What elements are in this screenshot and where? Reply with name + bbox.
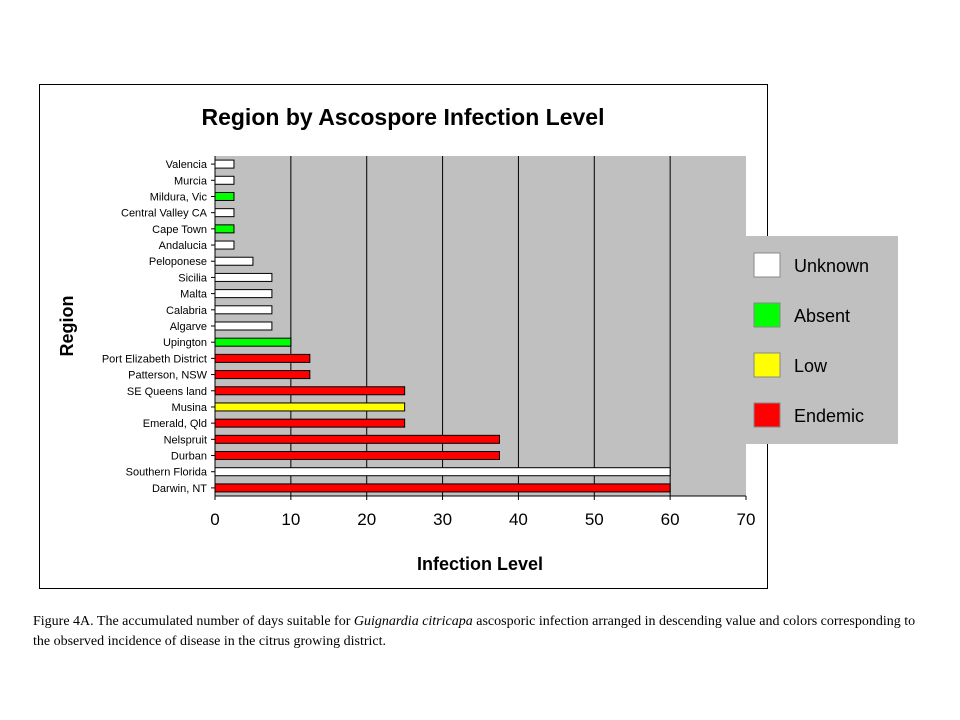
bar xyxy=(214,434,500,444)
y-category-label: Nelspruit xyxy=(164,434,207,446)
bar xyxy=(214,321,273,331)
bar xyxy=(214,483,671,493)
y-category-label: Andalucia xyxy=(159,240,208,252)
bar xyxy=(214,418,406,428)
legend-label: Absent xyxy=(794,306,850,326)
bar xyxy=(214,402,406,412)
bar xyxy=(214,224,235,234)
caption-suffix: ascosporic infection arranged in descend… xyxy=(33,614,916,649)
y-category-label: Murcia xyxy=(174,175,208,187)
y-category-label: Peloponese xyxy=(149,256,207,268)
x-tick-label: 70 xyxy=(737,510,756,529)
x-tick-label: 50 xyxy=(585,510,604,529)
y-category-label: Emerald, Qld xyxy=(143,418,207,430)
x-tick-labels: 0 10 20 30 40 50 60 70 xyxy=(210,510,755,529)
y-category-label: Cape Town xyxy=(152,224,207,236)
x-axis-title: Infection Level xyxy=(417,554,543,574)
y-category-label: SE Queens land xyxy=(127,386,207,398)
y-category-label: Sicilia xyxy=(178,272,208,284)
caption-prefix: Figure 4A. The accumulated number of day… xyxy=(33,614,354,629)
y-category-label: Valencia xyxy=(166,159,208,171)
bar xyxy=(214,208,235,218)
bar xyxy=(214,175,235,185)
legend-label: Unknown xyxy=(794,256,869,276)
bar xyxy=(214,451,500,461)
legend-swatch xyxy=(753,352,781,378)
legend-swatch xyxy=(753,402,781,428)
x-tick-label: 30 xyxy=(433,510,452,529)
legend-swatch xyxy=(753,252,781,278)
bar xyxy=(214,191,235,201)
figure-caption: Figure 4A. The accumulated number of day… xyxy=(33,612,933,652)
bar xyxy=(214,272,273,282)
bar xyxy=(214,386,406,396)
y-category-label: Malta xyxy=(180,289,208,301)
bar-layer xyxy=(211,159,671,493)
y-category-label: Upington xyxy=(163,337,207,349)
bar xyxy=(214,370,311,380)
bar xyxy=(214,337,292,347)
y-axis-title: Region xyxy=(57,296,77,357)
y-category-label: Durban xyxy=(171,451,207,463)
bar xyxy=(214,159,235,169)
bar xyxy=(214,256,254,266)
x-tick-label: 20 xyxy=(357,510,376,529)
chart-frame: Region by Ascospore Infection Level 0 10 2… xyxy=(39,84,768,589)
bar xyxy=(214,240,235,250)
y-category-label: Patterson, NSW xyxy=(128,370,207,382)
legend: Unknown Absent Low Endemic xyxy=(746,236,898,444)
bar xyxy=(214,467,671,477)
bar xyxy=(214,289,273,299)
plot-area xyxy=(215,156,746,496)
bar xyxy=(214,305,273,315)
y-category-label: Calabria xyxy=(166,305,208,317)
legend-swatch xyxy=(753,302,781,328)
legend-label: Endemic xyxy=(794,406,864,426)
y-category-label: Southern Florida xyxy=(126,467,208,479)
y-category-label: Musina xyxy=(172,402,208,414)
y-category-labels: Valencia Murcia Mildura, Vic Central Valley… xyxy=(102,159,208,495)
y-category-label: Algarve xyxy=(170,321,207,333)
x-tick-label: 60 xyxy=(661,510,680,529)
chart-title: Region by Ascospore Infection Level xyxy=(201,104,604,130)
x-tick-label: 0 xyxy=(210,510,219,529)
y-category-label: Darwin, NT xyxy=(152,483,207,495)
x-tick-label: 40 xyxy=(509,510,528,529)
y-category-label: Central Valley CA xyxy=(121,208,208,220)
legend-items: Unknown Absent Low Endemic xyxy=(753,252,869,428)
y-category-label: Port Elizabeth District xyxy=(102,353,207,365)
chart-svg: Region by Ascospore Infection Level 0 10 2… xyxy=(57,104,755,574)
legend-label: Low xyxy=(794,356,828,376)
bar xyxy=(214,353,311,363)
caption-species: Guignardia citricapa xyxy=(353,614,473,629)
y-category-label: Mildura, Vic xyxy=(150,191,208,203)
x-tick-label: 10 xyxy=(281,510,300,529)
